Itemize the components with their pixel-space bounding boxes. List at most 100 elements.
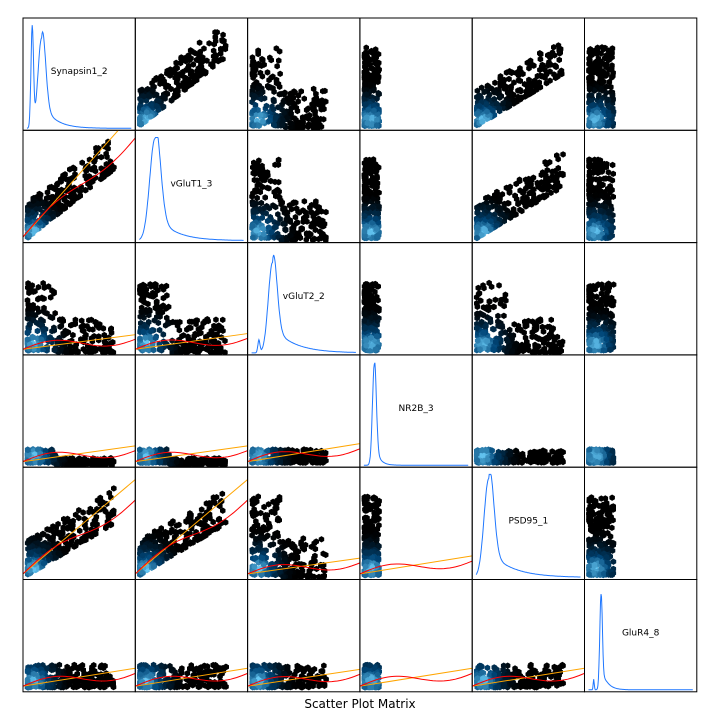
hex-mark (254, 61, 260, 68)
hexbin-points (473, 42, 565, 129)
hex-mark (598, 304, 605, 311)
hex-mark (96, 337, 102, 344)
hex-mark (45, 459, 52, 466)
hex-mark (37, 219, 43, 226)
hexbin-points (137, 29, 229, 128)
hex-mark (478, 231, 485, 239)
hex-mark (293, 199, 299, 206)
panel-NR2B_3-vs-vGluT2_2 (247, 354, 361, 468)
hex-mark (509, 212, 516, 219)
hex-mark (190, 79, 196, 86)
hex-mark (108, 461, 114, 468)
hex-mark (528, 201, 535, 208)
hex-mark (98, 154, 104, 161)
hex-mark (145, 318, 152, 326)
hex-mark (206, 40, 212, 47)
hex-mark (593, 338, 599, 345)
hex-mark (218, 45, 224, 53)
hex-mark (609, 47, 615, 55)
hex-mark (606, 199, 612, 207)
hex-mark (296, 119, 302, 127)
hex-mark (249, 71, 256, 79)
hex-mark (153, 102, 160, 110)
hex-mark (560, 151, 566, 158)
panel-NR2B_3-vs-vGluT1_3 (134, 354, 249, 468)
hex-mark (263, 102, 270, 110)
hex-mark (266, 84, 272, 91)
hex-mark (163, 282, 170, 290)
hex-mark (590, 232, 597, 239)
hex-mark (284, 237, 290, 243)
hex-mark (533, 86, 540, 93)
hex-mark (596, 57, 603, 64)
hex-mark (311, 217, 318, 224)
hex-mark (474, 234, 480, 242)
hex-mark (198, 62, 204, 69)
hex-mark (301, 95, 307, 102)
hex-mark (58, 322, 65, 329)
hex-mark (537, 51, 544, 58)
hex-mark (506, 91, 512, 99)
hex-mark (504, 200, 511, 207)
hex-mark (603, 83, 610, 90)
hex-mark (480, 311, 487, 319)
hex-mark (493, 100, 500, 107)
hex-mark (363, 342, 369, 349)
hex-mark (601, 160, 608, 168)
hex-mark (310, 236, 316, 243)
hex-mark (82, 187, 88, 194)
hex-mark (503, 69, 510, 76)
hex-mark (150, 346, 157, 354)
hex-mark (62, 171, 68, 178)
hex-mark (316, 123, 322, 131)
hex-mark (550, 325, 556, 332)
hex-mark (43, 209, 49, 216)
hex-mark (67, 193, 73, 200)
hex-mark (586, 346, 593, 354)
hex-mark (192, 50, 198, 57)
hex-mark (93, 144, 99, 152)
hex-mark (143, 97, 150, 104)
hex-mark (515, 93, 521, 101)
hex-mark (511, 321, 517, 328)
hex-mark (58, 186, 65, 193)
hex-mark (181, 86, 188, 93)
hex-mark (177, 59, 184, 67)
hex-mark (531, 194, 537, 202)
hex-mark (373, 314, 379, 321)
hex-mark (79, 159, 85, 166)
hexbin-points (249, 446, 329, 466)
hex-mark (493, 338, 499, 346)
hex-mark (313, 114, 319, 121)
hex-mark (496, 197, 503, 205)
hex-mark (320, 223, 327, 230)
hex-mark (49, 314, 56, 322)
hex-mark (314, 456, 320, 463)
hex-mark (504, 207, 510, 214)
hex-mark (371, 107, 377, 114)
hex-mark (67, 166, 73, 173)
hex-mark (277, 458, 283, 466)
hex-mark (609, 177, 616, 184)
hex-mark (25, 310, 31, 318)
hex-mark (217, 326, 223, 334)
hex-mark (513, 341, 520, 348)
hex-mark (103, 340, 110, 347)
hex-mark (26, 232, 33, 239)
hex-mark (599, 79, 606, 86)
panel-Synapsin1_2-vs-PSD95_1 (471, 17, 586, 131)
hex-mark (596, 120, 603, 127)
hex-mark (518, 88, 524, 95)
hex-mark (376, 90, 382, 98)
hex-mark (590, 169, 596, 177)
hex-mark (93, 319, 99, 326)
hex-mark (529, 83, 535, 90)
hex-mark (586, 162, 592, 170)
hex-mark (517, 346, 523, 353)
hex-mark (609, 161, 616, 169)
hex-mark (88, 316, 95, 323)
hex-mark (221, 37, 227, 45)
hex-mark (178, 347, 184, 354)
hex-mark (589, 74, 595, 82)
hex-mark (588, 70, 595, 77)
